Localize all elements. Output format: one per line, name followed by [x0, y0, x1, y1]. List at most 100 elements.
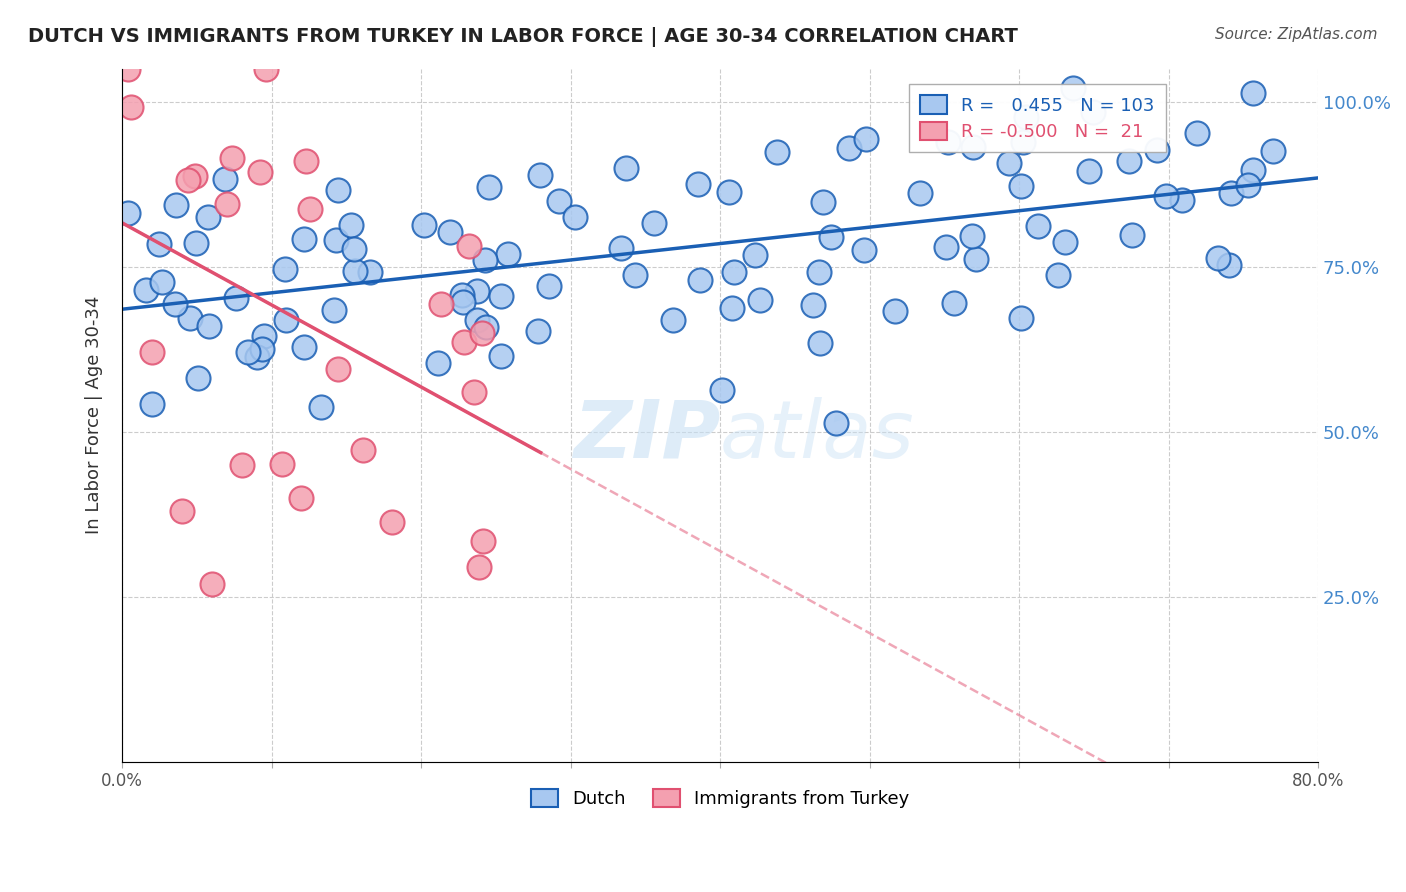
Point	[141, 345, 163, 359]
Point	[1081, 104, 1104, 119]
Point	[960, 228, 983, 243]
Point	[1010, 179, 1032, 194]
Point	[250, 342, 273, 356]
Point	[326, 183, 349, 197]
Point	[564, 210, 586, 224]
Point	[855, 132, 877, 146]
Point	[1015, 111, 1038, 125]
Point	[474, 252, 496, 267]
Point	[1185, 126, 1208, 140]
Point	[998, 156, 1021, 170]
Point	[908, 186, 931, 200]
Point	[249, 164, 271, 178]
Point	[179, 311, 201, 326]
Point	[117, 206, 139, 220]
Point	[135, 283, 157, 297]
Point	[1026, 219, 1049, 234]
Point	[1261, 144, 1284, 158]
Point	[290, 491, 312, 505]
Point	[165, 198, 187, 212]
Point	[1053, 235, 1076, 249]
Point	[326, 362, 349, 376]
Point	[254, 62, 277, 76]
Point	[527, 324, 550, 338]
Point	[236, 344, 259, 359]
Point	[148, 237, 170, 252]
Point	[141, 397, 163, 411]
Point	[170, 504, 193, 518]
Point	[309, 401, 332, 415]
Point	[496, 247, 519, 261]
Point	[458, 239, 481, 253]
Point	[935, 240, 957, 254]
Point	[352, 442, 374, 457]
Point	[197, 210, 219, 224]
Point	[471, 326, 494, 340]
Point	[808, 335, 831, 350]
Point	[474, 319, 496, 334]
Point	[214, 172, 236, 186]
Point	[853, 243, 876, 257]
Point	[744, 248, 766, 262]
Point	[463, 384, 485, 399]
Point	[609, 241, 631, 255]
Point	[453, 335, 475, 350]
Point	[292, 340, 315, 354]
Point	[820, 230, 842, 244]
Point	[274, 261, 297, 276]
Point	[643, 216, 665, 230]
Point	[838, 141, 860, 155]
Point	[186, 235, 208, 250]
Point	[246, 351, 269, 365]
Point	[1118, 154, 1140, 169]
Point	[717, 186, 740, 200]
Point	[529, 168, 551, 182]
Point	[177, 172, 200, 186]
Text: Source: ZipAtlas.com: Source: ZipAtlas.com	[1215, 27, 1378, 42]
Point	[538, 279, 561, 293]
Point	[117, 62, 139, 76]
Y-axis label: In Labor Force | Age 30-34: In Labor Force | Age 30-34	[86, 296, 103, 534]
Point	[1219, 186, 1241, 200]
Point	[276, 313, 298, 327]
Point	[467, 560, 489, 574]
Point	[661, 313, 683, 327]
Point	[343, 263, 366, 277]
Point	[450, 288, 472, 302]
Point	[215, 196, 238, 211]
Point	[1011, 310, 1033, 325]
Point	[883, 303, 905, 318]
Point	[412, 218, 434, 232]
Point	[808, 265, 831, 279]
Point	[298, 202, 321, 217]
Point	[1237, 178, 1260, 193]
Point	[359, 265, 381, 279]
Text: DUTCH VS IMMIGRANTS FROM TURKEY IN LABOR FORCE | AGE 30-34 CORRELATION CHART: DUTCH VS IMMIGRANTS FROM TURKEY IN LABOR…	[28, 27, 1018, 46]
Point	[225, 291, 247, 305]
Point	[465, 284, 488, 298]
Point	[381, 515, 404, 529]
Point	[120, 100, 142, 114]
Point	[614, 161, 637, 175]
Point	[221, 152, 243, 166]
Legend: Dutch, Immigrants from Turkey: Dutch, Immigrants from Turkey	[523, 781, 917, 815]
Point	[1206, 251, 1229, 265]
Point	[465, 312, 488, 326]
Point	[295, 154, 318, 169]
Point	[801, 297, 824, 311]
Point	[339, 218, 361, 232]
Point	[936, 135, 959, 149]
Point	[686, 177, 709, 191]
Point	[343, 242, 366, 256]
Point	[430, 297, 453, 311]
Point	[451, 295, 474, 310]
Point	[150, 275, 173, 289]
Point	[624, 268, 647, 282]
Point	[689, 272, 711, 286]
Point	[325, 233, 347, 247]
Point	[765, 145, 787, 160]
Point	[710, 383, 733, 397]
Point	[824, 416, 846, 430]
Point	[491, 350, 513, 364]
Point	[1011, 136, 1033, 150]
